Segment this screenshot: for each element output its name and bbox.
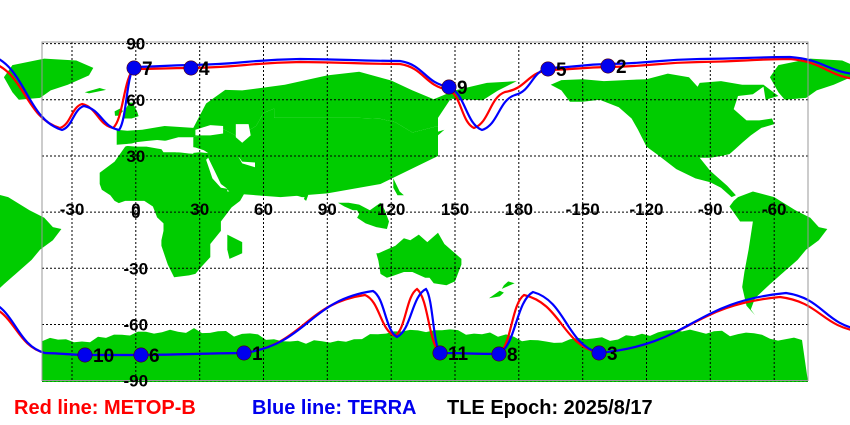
svg-text:Red line: METOP-B: Red line: METOP-B	[14, 397, 196, 419]
svg-text:-150: -150	[566, 200, 600, 219]
svg-text:-120: -120	[629, 200, 663, 219]
svg-text:3: 3	[607, 344, 618, 365]
svg-text:90: 90	[126, 35, 145, 54]
svg-text:0: 0	[131, 203, 140, 222]
svg-text:120: 120	[377, 200, 405, 219]
svg-text:6: 6	[149, 346, 160, 367]
svg-text:-60: -60	[124, 316, 149, 335]
svg-text:150: 150	[441, 200, 469, 219]
svg-text:1: 1	[252, 344, 263, 365]
svg-text:60: 60	[126, 91, 145, 110]
svg-text:30: 30	[190, 200, 209, 219]
svg-text:8: 8	[507, 345, 518, 366]
svg-text:-30: -30	[60, 200, 85, 219]
svg-text:90: 90	[318, 200, 337, 219]
svg-text:10: 10	[93, 346, 114, 367]
svg-text:-90: -90	[124, 372, 149, 391]
svg-text:180: 180	[505, 200, 533, 219]
svg-text:7: 7	[142, 59, 153, 80]
svg-text:-30: -30	[124, 259, 149, 278]
svg-text:4: 4	[199, 59, 210, 80]
svg-text:5: 5	[556, 60, 567, 81]
svg-text:2: 2	[616, 57, 627, 78]
svg-text:-60: -60	[762, 200, 787, 219]
svg-text:60: 60	[254, 200, 273, 219]
svg-text:30: 30	[126, 147, 145, 166]
svg-text:Blue line: TERRA: Blue line: TERRA	[252, 397, 416, 419]
svg-text:9: 9	[457, 78, 468, 99]
svg-text:11: 11	[448, 344, 469, 365]
svg-text:TLE Epoch: 2025/8/17: TLE Epoch: 2025/8/17	[447, 397, 653, 419]
svg-text:-90: -90	[698, 200, 723, 219]
